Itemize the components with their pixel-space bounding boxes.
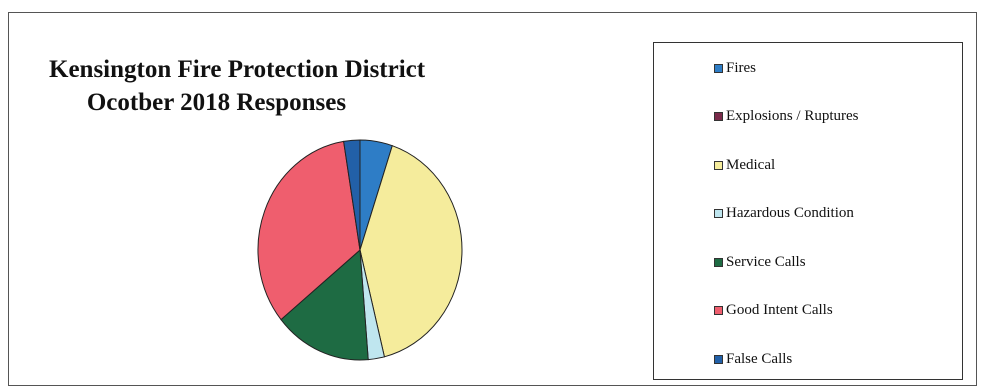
chart-title: Kensington Fire Protection District Ocot… — [49, 53, 426, 119]
legend-label: Medical — [726, 156, 776, 173]
legend-label: Explosions / Ruptures — [726, 108, 859, 124]
pie-chart — [257, 139, 463, 361]
legend-item-fires: Fires — [714, 57, 756, 79]
pie-slice-medical — [359, 145, 463, 358]
legend-item-medical: Medical — [714, 154, 775, 176]
legend-label: Good Intent Calls — [726, 302, 833, 318]
legend-swatch — [714, 63, 723, 73]
legend-item-service-calls: Service Calls — [714, 251, 806, 273]
legend-swatch — [714, 160, 723, 170]
legend-swatch — [714, 257, 723, 267]
legend-label: Hazardous Condition — [726, 205, 854, 221]
legend-item-hazardous-condition: Hazardous Condition — [714, 203, 854, 225]
legend-swatch — [714, 112, 723, 121]
pie-slice-false-calls — [343, 139, 361, 251]
legend-item-explosions-ruptures: Explosions / Ruptures — [714, 106, 859, 128]
legend-label: False Calls — [726, 350, 793, 367]
pie-slice-service-calls — [280, 248, 369, 361]
legend-item-false-calls: False Calls — [714, 348, 792, 370]
legend-item-good-intent-calls: Good Intent Calls — [714, 300, 833, 322]
legend-swatch — [714, 306, 723, 315]
chart-title-line-2: Ocotber 2018 Responses — [86, 89, 347, 116]
pie-slice-good-intent-calls — [257, 140, 361, 321]
chart-title-line-1: Kensington Fire Protection District — [49, 56, 426, 83]
legend-swatch — [714, 354, 723, 364]
legend-swatch — [714, 209, 723, 218]
legend-label: Fires — [726, 59, 756, 76]
legend-label: Service Calls — [726, 253, 806, 270]
chart-legend: Fires Explosions / Ruptures Medical Hazardo… — [653, 42, 963, 380]
